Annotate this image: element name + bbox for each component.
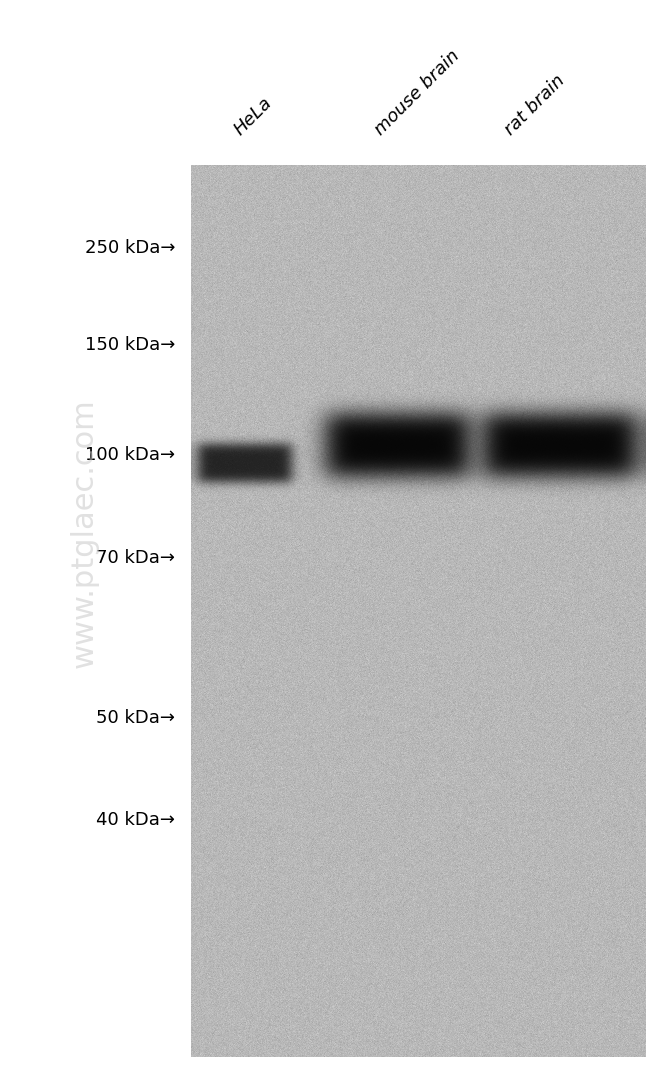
Text: mouse brain: mouse brain — [370, 47, 463, 139]
Text: 150 kDa→: 150 kDa→ — [85, 336, 176, 354]
Text: 40 kDa→: 40 kDa→ — [96, 811, 176, 829]
Text: www.ptglaec.com: www.ptglaec.com — [70, 399, 99, 668]
Text: 100 kDa→: 100 kDa→ — [85, 446, 176, 464]
Text: HeLa: HeLa — [231, 94, 276, 139]
Text: 50 kDa→: 50 kDa→ — [96, 708, 176, 727]
Text: rat brain: rat brain — [500, 71, 568, 139]
Text: 70 kDa→: 70 kDa→ — [96, 550, 176, 567]
Text: 250 kDa→: 250 kDa→ — [85, 239, 176, 257]
